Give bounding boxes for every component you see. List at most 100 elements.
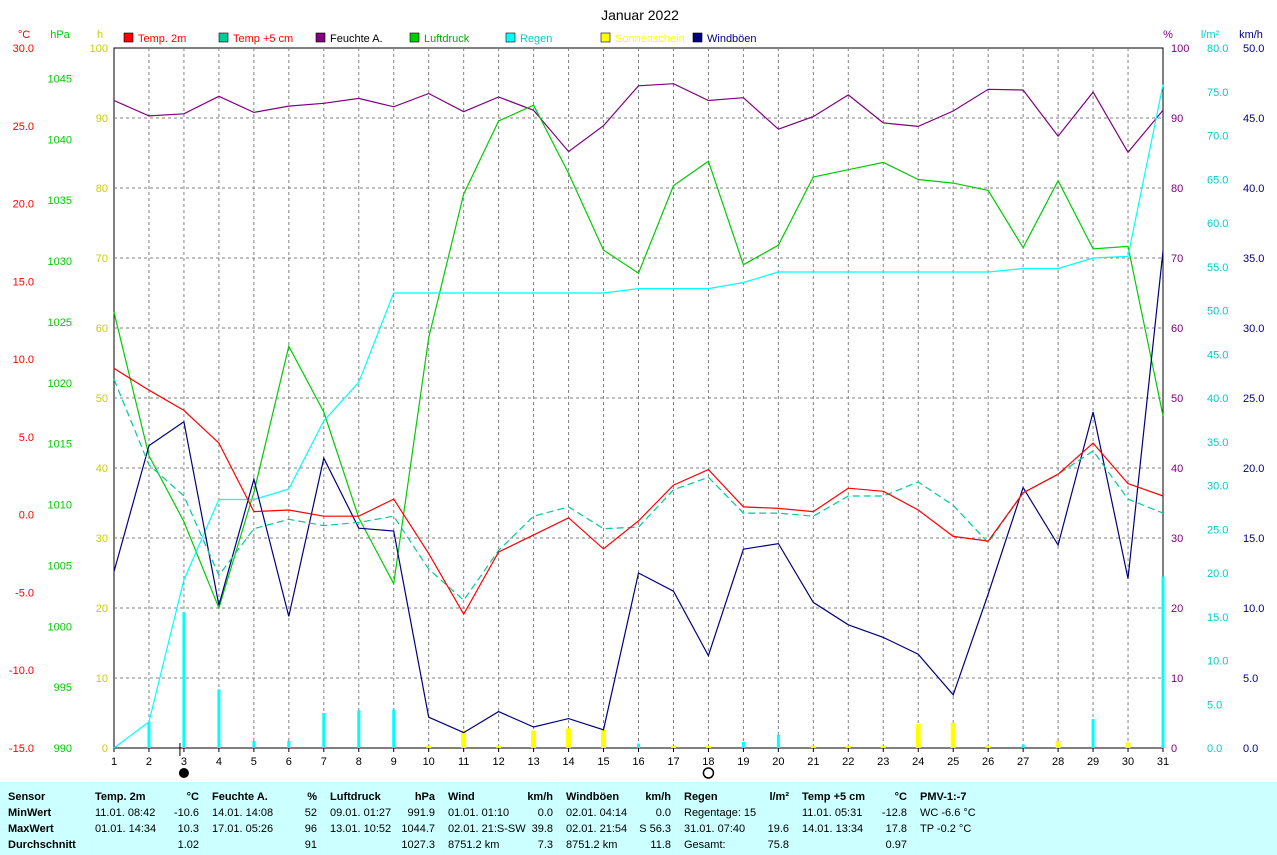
- chart-title: Januar 2022: [601, 7, 679, 23]
- feuchte-unit: %: [307, 791, 317, 803]
- rain-bar: [392, 709, 396, 748]
- luftdruck-avg: 1027.3: [401, 839, 435, 851]
- legend-swatch: [505, 32, 516, 43]
- wind-total: 8751.2 km: [448, 839, 500, 851]
- regen-days: Regentage: 15: [684, 807, 757, 819]
- wind-min: 0.0: [537, 807, 553, 819]
- temp-tick-label: 15.0: [13, 276, 34, 288]
- series-feuchte-a-: [113, 83, 1164, 154]
- temp5cm-min-time: 11.01. 05:31: [802, 807, 863, 819]
- moon-markers: [178, 743, 715, 779]
- pressure-tick-label: 1035: [48, 195, 72, 207]
- x-tick-label: 30: [1122, 756, 1134, 768]
- feuchte-min-time: 14.01. 14:08: [212, 807, 274, 819]
- sunshine-bar: [670, 745, 676, 748]
- rain-tick-label: 0.0: [1207, 743, 1222, 755]
- rain-unit-label: l/m²: [1201, 29, 1220, 41]
- x-tick-label: 29: [1087, 756, 1099, 768]
- stats-temp2m: Temp. 2m °C 11.01. 08:42 -10.6 01.01. 14…: [90, 782, 204, 855]
- luftdruck-max-time: 13.01. 10:52: [330, 823, 392, 835]
- sun-tick-label: 60: [96, 323, 108, 335]
- series-regen: [113, 84, 1164, 749]
- rain-tick-label: 20.0: [1207, 568, 1228, 580]
- sun-tick-label: 40: [96, 463, 108, 475]
- stats-wind: Wind km/h 01.01. 01:10 0.0 02.01. 21:S-S…: [442, 782, 558, 855]
- rain-tick-label: 45.0: [1207, 349, 1228, 361]
- sun-unit-label: h: [97, 29, 103, 41]
- humidity-tick-label: 90: [1171, 113, 1183, 125]
- wind-tick-label: 30.0: [1243, 323, 1264, 335]
- daily-bars: [147, 576, 1165, 748]
- regen-max: 19.6: [767, 823, 789, 835]
- temp2m-max-time: 01.01. 14:34: [95, 823, 157, 835]
- series-windb-en: [113, 250, 1164, 734]
- sunshine-bar: [705, 745, 711, 748]
- rain-tick-label: 80.0: [1207, 43, 1228, 55]
- rain-bar: [147, 721, 151, 748]
- sun-tick-label: 50: [96, 393, 108, 405]
- row-label-max: MaxWert: [8, 823, 54, 835]
- boeen-avg: 11.8: [650, 839, 671, 851]
- x-tick-label: 2: [146, 756, 152, 768]
- temp-tick-label: 25.0: [13, 121, 34, 133]
- boeen-max: S 56.3: [639, 823, 671, 835]
- temp-unit-label: °C: [18, 29, 30, 41]
- full-moon-icon: [178, 768, 189, 778]
- humidity-tick-label: 70: [1171, 253, 1183, 265]
- temp-tick-label: -5.0: [15, 587, 34, 599]
- pressure-tick-label: 1000: [48, 621, 72, 633]
- temp5cm-header: Temp +5 cm: [802, 791, 866, 803]
- temp2m-min: -10.6: [173, 807, 199, 819]
- x-tick-label: 25: [947, 756, 959, 768]
- x-tick-label: 26: [982, 756, 994, 768]
- rain-tick-label: 15.0: [1207, 612, 1228, 624]
- x-tick-label: 6: [286, 756, 292, 768]
- legend-label: Luftdruck: [424, 33, 470, 45]
- sunshine-bar: [915, 724, 921, 748]
- stats-pmv: PMV-1:-7 WC -6.6 °C TP -0.2 °C: [914, 782, 1034, 855]
- x-tick-label: 27: [1017, 756, 1029, 768]
- series-lines: [113, 83, 1164, 749]
- sun-tick-label: 0: [102, 743, 108, 755]
- sunshine-bar: [845, 745, 851, 748]
- legend-label: Feuchte A.: [330, 33, 383, 45]
- temp2m-header: Temp. 2m: [95, 791, 146, 803]
- rain-tick-label: 75.0: [1207, 87, 1228, 99]
- statistics-table: Sensor MinWert MaxWert Durchschnitt Temp…: [0, 782, 1277, 855]
- x-tick-label: 5: [251, 756, 257, 768]
- sunshine-bar: [985, 745, 991, 748]
- rain-tick-label: 65.0: [1207, 174, 1228, 186]
- boeen-total: 8751.2 km: [566, 839, 618, 851]
- x-tick-label: 17: [667, 756, 679, 768]
- x-tick-label: 1: [111, 756, 117, 768]
- x-tick-label: 21: [807, 756, 819, 768]
- temp-tick-label: 10.0: [13, 354, 34, 366]
- humidity-tick-label: 0: [1171, 743, 1177, 755]
- pressure-tick-label: 1045: [48, 73, 72, 85]
- wind-min-time: 01.01. 01:10: [448, 807, 510, 819]
- rain-tick-label: 60.0: [1207, 218, 1228, 230]
- feuchte-min: 52: [304, 807, 317, 819]
- sunshine-bar: [566, 728, 572, 748]
- humidity-tick-label: 100: [1171, 43, 1189, 55]
- x-tick-label: 28: [1052, 756, 1064, 768]
- humidity-tick-label: 30: [1171, 533, 1183, 545]
- x-tick-label: 11: [458, 756, 469, 768]
- axis-ticks: 1 2 3 4 5 6 7 8 9 10 11 12 13 14 15 16 17 18 19 20 21 22 23 24 2…: [9, 43, 1265, 768]
- temp2m-unit: °C: [186, 791, 199, 803]
- temp-tick-label: 5.0: [19, 432, 34, 444]
- boeen-min: 0.0: [655, 807, 671, 819]
- pressure-tick-label: 1005: [48, 560, 72, 572]
- regen-total: 75.8: [767, 839, 789, 851]
- pressure-tick-label: 1040: [48, 134, 72, 146]
- wind-tick-label: 45.0: [1243, 113, 1264, 125]
- rain-bar: [287, 741, 291, 748]
- temp5cm-unit: °C: [894, 791, 907, 803]
- new-moon-icon: [702, 767, 715, 779]
- rain-bar: [357, 710, 361, 748]
- row-label-min: MinWert: [8, 807, 52, 819]
- humidity-tick-label: 80: [1171, 183, 1183, 195]
- feuchte-max-time: 17.01. 05:26: [212, 823, 274, 835]
- sun-tick-label: 80: [96, 183, 108, 195]
- wind-tick-label: 20.0: [1243, 463, 1264, 475]
